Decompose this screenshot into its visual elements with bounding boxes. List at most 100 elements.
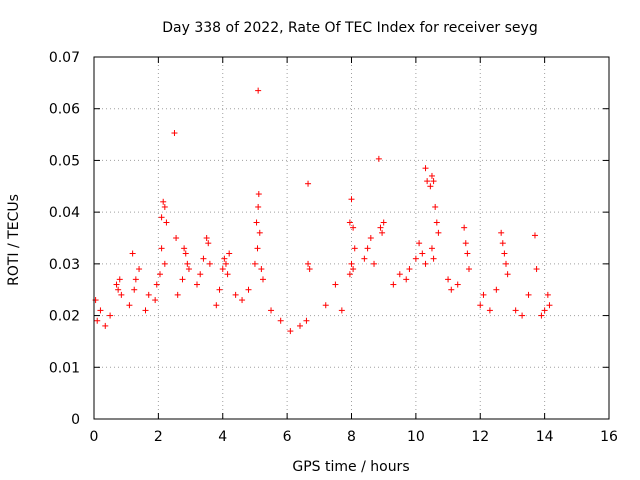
data-point [422, 165, 429, 172]
x-tick-label: 10 [407, 429, 425, 445]
data-point [464, 250, 471, 257]
data-point [158, 245, 165, 252]
data-point [448, 286, 455, 293]
data-point [136, 266, 143, 273]
data-point [306, 266, 313, 273]
data-point [377, 224, 384, 231]
data-point [427, 183, 434, 190]
data-point [258, 266, 265, 273]
data-points [92, 87, 553, 335]
data-point [142, 307, 149, 314]
data-point [379, 229, 386, 236]
data-point [297, 322, 303, 329]
data-point [432, 203, 439, 210]
data-point [480, 291, 487, 298]
data-point [185, 266, 192, 273]
data-point [255, 87, 262, 94]
data-point [116, 276, 123, 283]
data-point [403, 276, 410, 283]
data-point [239, 297, 246, 304]
y-tick-label: 0.07 [49, 50, 80, 66]
data-point [305, 260, 312, 267]
data-point [94, 317, 101, 324]
grid-lines [93, 56, 610, 420]
data-point [380, 219, 387, 226]
data-point [156, 271, 163, 278]
y-axis-label: ROTI / TECUs [6, 194, 22, 286]
y-tick-label: 0 [71, 412, 80, 428]
data-point [348, 196, 355, 203]
data-point [184, 260, 191, 267]
data-point [430, 178, 437, 185]
data-point [498, 229, 505, 236]
data-point [499, 240, 506, 247]
chart-title: Day 338 of 2022, Rate Of TEC Index for r… [162, 20, 537, 36]
data-point [396, 271, 403, 278]
data-point [454, 281, 461, 288]
data-point [206, 260, 213, 267]
data-point [203, 235, 210, 241]
data-point [322, 302, 329, 309]
data-point [435, 229, 442, 236]
data-point [390, 281, 397, 288]
y-tick-label: 0.03 [49, 257, 80, 273]
data-point [194, 281, 200, 288]
data-point [361, 255, 368, 262]
y-tick-label: 0.01 [49, 360, 80, 376]
data-point [541, 307, 548, 314]
data-point [179, 276, 186, 283]
data-point [216, 286, 223, 293]
data-point [430, 255, 437, 262]
data-point [428, 172, 435, 179]
data-point [158, 214, 165, 221]
data-point [504, 271, 511, 278]
data-point [161, 260, 168, 267]
data-point [544, 291, 551, 298]
data-point [406, 266, 413, 273]
x-tick-label: 6 [283, 429, 292, 445]
data-point [348, 260, 355, 267]
data-point [232, 291, 239, 298]
data-point [477, 302, 484, 309]
data-point [350, 224, 357, 231]
data-point [364, 245, 371, 252]
data-point [422, 260, 429, 267]
data-point [153, 281, 160, 288]
data-point [226, 250, 233, 257]
data-point [222, 260, 229, 267]
data-point [412, 255, 419, 262]
data-point [303, 317, 310, 324]
data-point [445, 276, 452, 283]
data-point [126, 302, 133, 309]
data-point [224, 271, 231, 278]
data-point [259, 276, 266, 283]
data-point [367, 235, 374, 241]
data-point [205, 240, 212, 247]
data-point [160, 198, 167, 205]
x-tick-label: 12 [471, 429, 489, 445]
data-point [161, 203, 168, 210]
data-point [145, 291, 152, 298]
data-point [129, 250, 136, 257]
data-point [118, 291, 125, 298]
data-point [255, 203, 262, 210]
data-point [486, 307, 493, 314]
data-point [503, 260, 509, 267]
data-point [277, 317, 284, 324]
axis-ticks: 0 2 4 6 8 10 12 14 16 0 0.01 0.02 0.03 0.04 0.05 0.06 0.… [49, 50, 618, 445]
data-point [512, 307, 519, 314]
data-point [113, 281, 120, 288]
data-point [371, 260, 378, 267]
data-point [251, 260, 258, 267]
data-point [433, 219, 440, 226]
y-tick-label: 0.06 [49, 102, 80, 118]
data-point [181, 245, 188, 252]
data-point [107, 312, 114, 319]
data-point [346, 219, 353, 226]
data-point [97, 307, 104, 314]
data-point [346, 271, 353, 278]
y-tick-label: 0.02 [49, 309, 80, 325]
data-point [254, 245, 261, 252]
data-point [256, 229, 263, 236]
